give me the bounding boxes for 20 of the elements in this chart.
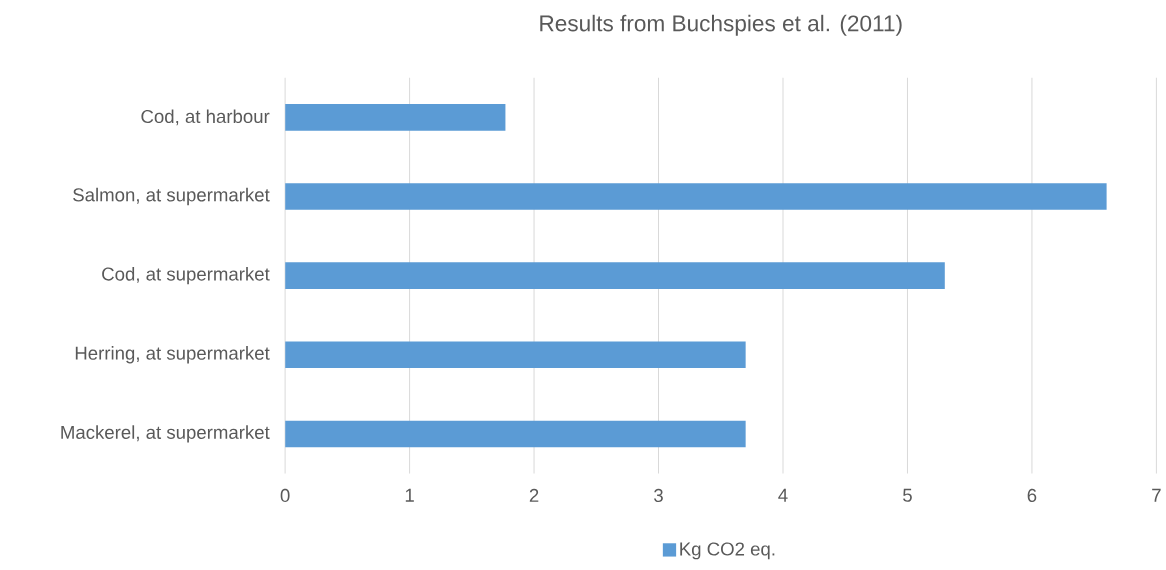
bar <box>285 420 746 448</box>
legend-label: Kg CO2 eq. <box>680 542 775 560</box>
bar <box>285 103 506 131</box>
x-tick-label: 0 <box>280 488 290 502</box>
x-tick-label: 7 <box>1152 488 1161 502</box>
y-tick-label: Salmon, at supermarket <box>73 187 270 206</box>
bar <box>285 183 1107 210</box>
x-tick-label: 6 <box>1027 488 1037 502</box>
x-tick-label: 4 <box>778 488 788 502</box>
y-tick-label: Cod, at harbour <box>141 109 270 126</box>
chart-title: Results from Buchspies et al. (2011) <box>540 14 902 36</box>
bar <box>285 262 945 289</box>
y-tick-label: Herring, at supermarket <box>75 346 270 364</box>
y-tick-label: Mackerel, at supermarket <box>61 425 270 443</box>
bar <box>285 341 746 368</box>
x-tick-label: 5 <box>903 488 912 502</box>
x-tick-label: 2 <box>529 488 539 502</box>
x-tick-label: 1 <box>405 488 414 502</box>
y-tick-label: Cod, at supermarket <box>102 266 270 285</box>
x-tick-label: 3 <box>654 488 663 502</box>
